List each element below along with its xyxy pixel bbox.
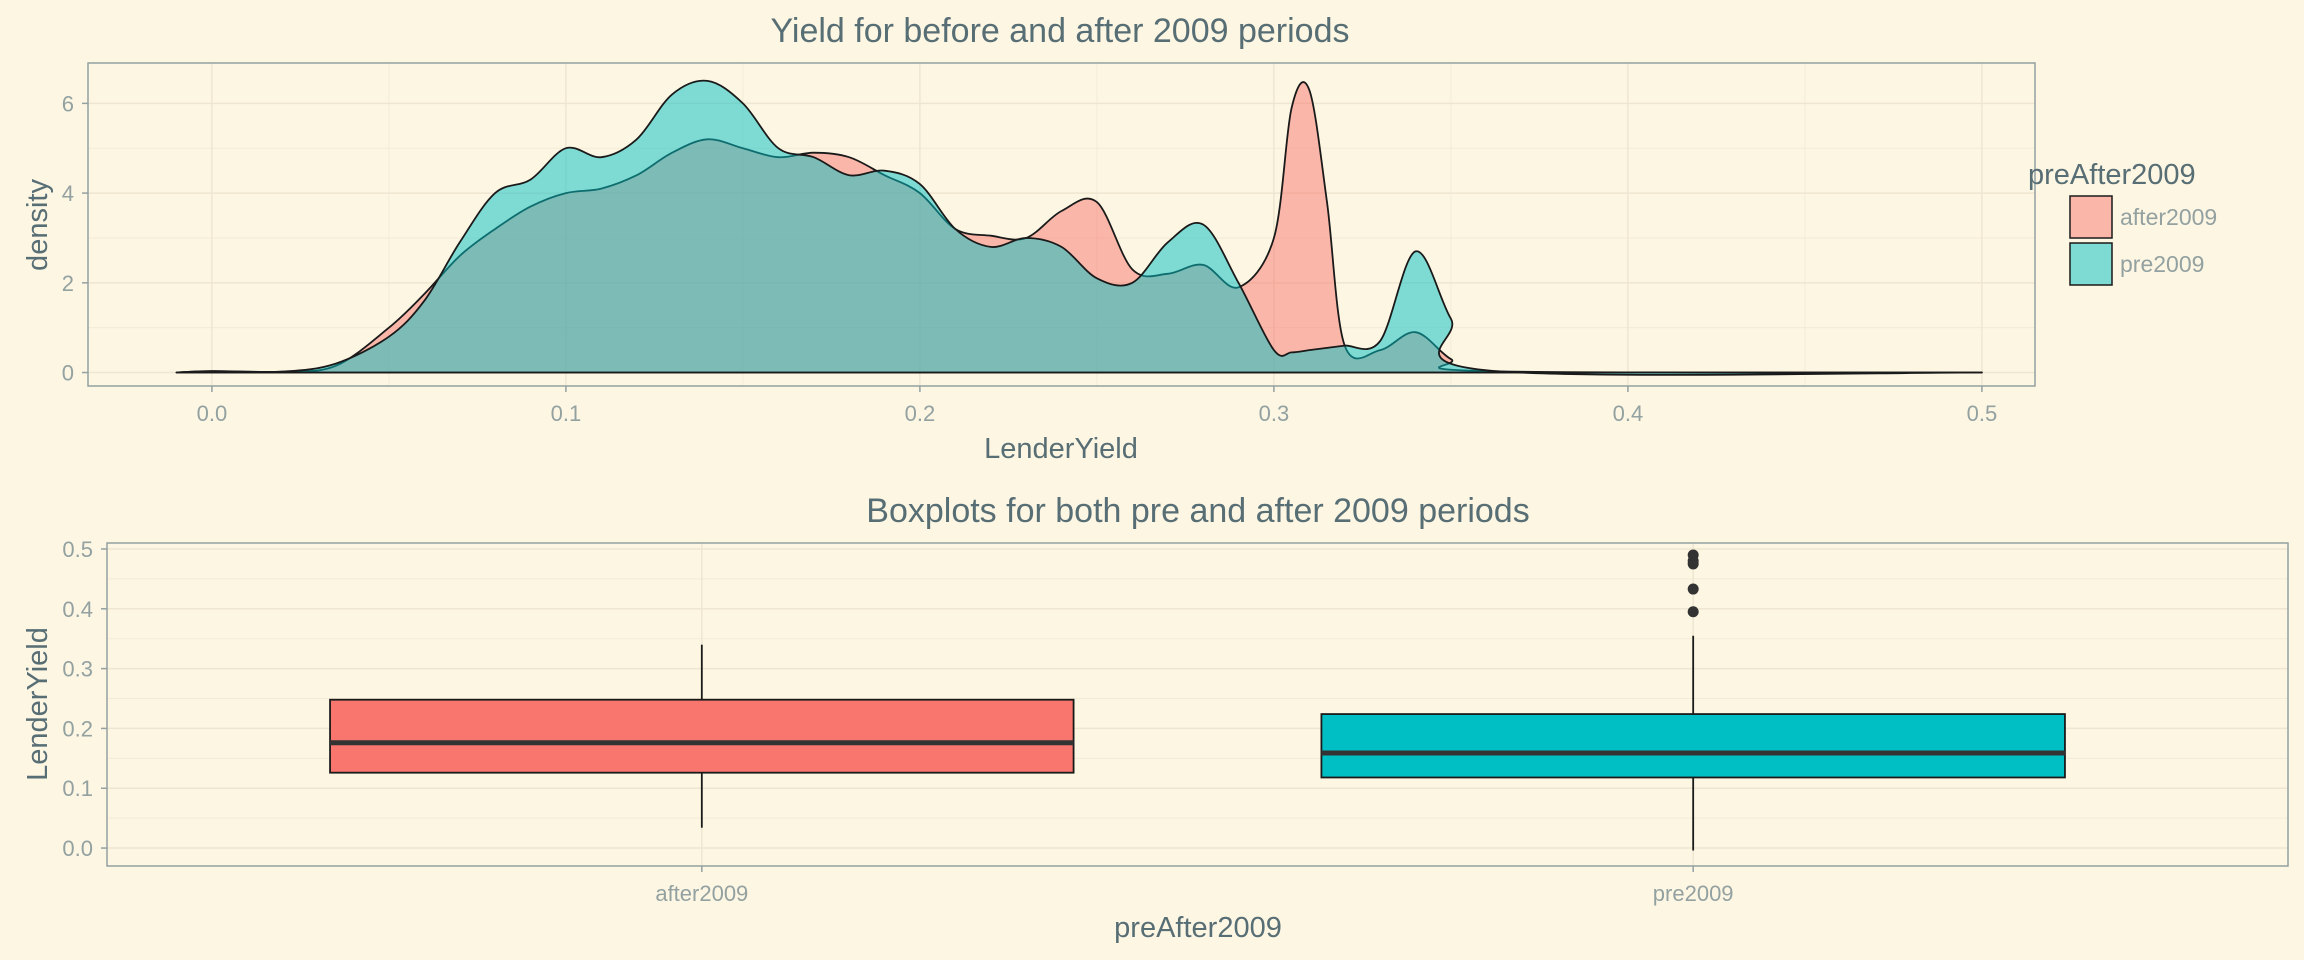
density-area-pre2009: [175, 79, 1983, 376]
boxplot-boxes: [329, 549, 2066, 851]
x-tick-label: 0.0: [197, 401, 228, 426]
density-x-ticks: 0.0 0.1 0.2 0.3 0.4 0.5: [197, 386, 1998, 426]
outlier-point: [1687, 606, 1699, 618]
density-y-ticks: 0 2 4 6: [62, 91, 88, 386]
boxplot-y-ticks: 0.0 0.1 0.2 0.3 0.4 0.5: [62, 537, 107, 861]
outlier-point: [1687, 583, 1699, 595]
y-tick-label: 2: [62, 271, 74, 296]
x-tick-label: pre2009: [1653, 881, 1734, 906]
legend: preAfter2009 after2009 pre2009: [2028, 159, 2217, 286]
boxplot-x-axis-title: preAfter2009: [1114, 912, 1282, 944]
x-tick-label: 0.5: [1967, 401, 1998, 426]
x-tick-label: after2009: [655, 881, 748, 906]
x-tick-label: 0.2: [905, 401, 936, 426]
y-tick-label: 4: [62, 181, 74, 206]
density-chart: Yield for before and after 2009 periods …: [22, 12, 2217, 465]
y-tick-label: 0.4: [62, 597, 93, 622]
y-tick-label: 6: [62, 91, 74, 116]
density-y-axis-title: density: [22, 179, 54, 271]
legend-key-pre2009: [2069, 242, 2113, 286]
legend-label-after2009: after2009: [2120, 204, 2217, 230]
density-chart-title: Yield for before and after 2009 periods: [770, 12, 1349, 50]
legend-label-pre2009: pre2009: [2120, 251, 2204, 277]
boxplot-chart: Boxplots for both pre and after 2009 per…: [22, 492, 2289, 944]
legend-key-after2009: [2069, 195, 2113, 239]
y-tick-label: 0.0: [62, 836, 93, 861]
boxplot-x-ticks: after2009 pre2009: [655, 866, 1734, 906]
x-tick-label: 0.4: [1613, 401, 1644, 426]
density-x-axis-title: LenderYield: [984, 433, 1138, 465]
legend-items: after2009 pre2009: [2069, 195, 2217, 286]
density-panel-border: [87, 62, 2036, 387]
y-tick-label: 0.5: [62, 537, 93, 562]
box-after2009: [329, 698, 1075, 774]
boxplot-chart-title: Boxplots for both pre and after 2009 per…: [866, 492, 1529, 530]
box-pre2009: [1320, 713, 2066, 779]
x-tick-label: 0.3: [1259, 401, 1290, 426]
y-tick-label: 0.1: [62, 776, 93, 801]
y-tick-label: 0.2: [62, 716, 93, 741]
boxplot-panel-border: [106, 542, 2289, 867]
density-series: [175, 79, 1983, 376]
x-tick-label: 0.1: [551, 401, 582, 426]
outlier-point: [1687, 549, 1699, 561]
y-tick-label: 0.3: [62, 657, 93, 682]
boxplot-y-axis-title: LenderYield: [22, 627, 54, 781]
legend-title: preAfter2009: [2028, 159, 2196, 191]
y-tick-label: 0: [62, 361, 74, 386]
boxplot-grid: [107, 543, 2288, 866]
